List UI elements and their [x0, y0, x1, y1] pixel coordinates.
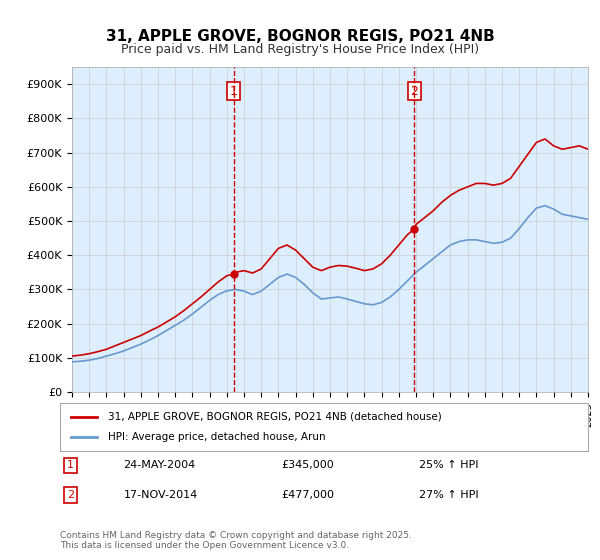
- Text: Contains HM Land Registry data © Crown copyright and database right 2025.
This d: Contains HM Land Registry data © Crown c…: [60, 531, 412, 550]
- Text: 24-MAY-2004: 24-MAY-2004: [124, 460, 196, 470]
- Text: £345,000: £345,000: [282, 460, 335, 470]
- Text: 27% ↑ HPI: 27% ↑ HPI: [419, 490, 479, 500]
- Text: HPI: Average price, detached house, Arun: HPI: Average price, detached house, Arun: [107, 432, 325, 442]
- Text: Price paid vs. HM Land Registry's House Price Index (HPI): Price paid vs. HM Land Registry's House …: [121, 43, 479, 56]
- Text: 2: 2: [67, 490, 74, 500]
- Text: 2: 2: [410, 85, 418, 97]
- Text: 25% ↑ HPI: 25% ↑ HPI: [419, 460, 479, 470]
- Text: 1: 1: [230, 85, 238, 97]
- Text: £477,000: £477,000: [282, 490, 335, 500]
- Text: 31, APPLE GROVE, BOGNOR REGIS, PO21 4NB: 31, APPLE GROVE, BOGNOR REGIS, PO21 4NB: [106, 29, 494, 44]
- Text: 31, APPLE GROVE, BOGNOR REGIS, PO21 4NB (detached house): 31, APPLE GROVE, BOGNOR REGIS, PO21 4NB …: [107, 412, 441, 422]
- Text: 1: 1: [67, 460, 74, 470]
- Text: 17-NOV-2014: 17-NOV-2014: [124, 490, 197, 500]
